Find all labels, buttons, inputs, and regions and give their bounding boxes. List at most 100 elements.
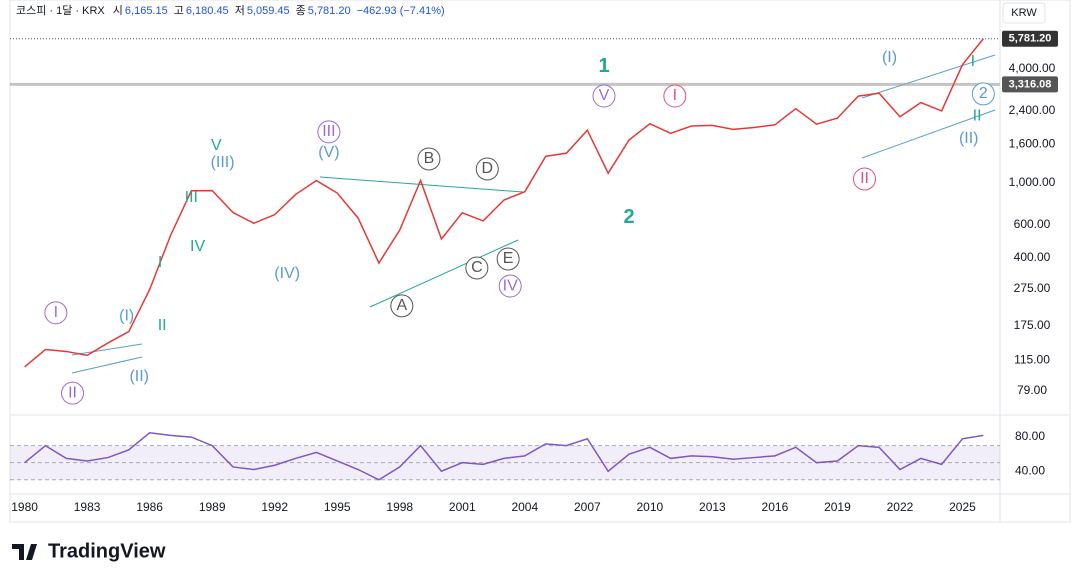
- wave-label: II: [973, 107, 982, 124]
- wave-label: III: [185, 189, 198, 206]
- x-tick-label: 2022: [887, 500, 914, 514]
- x-tick-label: 2004: [511, 500, 538, 514]
- y-tick-label: 1,000.00: [1009, 175, 1056, 189]
- wave-label: V: [599, 87, 610, 104]
- wave-circle: [496, 247, 520, 271]
- wave-label: IV: [503, 277, 518, 294]
- price-label-box: [1002, 76, 1058, 93]
- wave-label: 2: [623, 206, 634, 228]
- price-label: 5,781.20: [1009, 33, 1052, 45]
- header-text: 5,059.45: [247, 5, 290, 17]
- wave-label: (I): [882, 49, 897, 66]
- y-tick-label: 400.00: [1014, 250, 1051, 264]
- wave-circle: [390, 294, 414, 318]
- y-tick-label: 2,400.00: [1009, 103, 1056, 117]
- wave-circle: [663, 84, 687, 108]
- wave-circle: [317, 120, 341, 144]
- header-text: 6,165.15: [125, 5, 168, 17]
- wave-label: II: [68, 384, 77, 401]
- trendlines: [71, 54, 996, 374]
- header-text: 6,180.45: [186, 5, 229, 17]
- wave-label: I: [971, 53, 975, 70]
- wave-label: (II): [959, 130, 979, 147]
- x-tick-label: 2025: [949, 500, 976, 514]
- wave-circle: [853, 167, 877, 191]
- y-tick-label: 1,600.00: [1009, 136, 1056, 150]
- x-tick-label: 2019: [824, 500, 851, 514]
- x-tick-label: 2001: [449, 500, 476, 514]
- x-tick-label: 1983: [74, 500, 101, 514]
- trendline: [861, 109, 996, 159]
- wave-label: 1: [598, 55, 609, 77]
- x-tick-label: 1998: [386, 500, 413, 514]
- wave-label: I: [54, 304, 58, 321]
- wave-label: (I): [119, 307, 134, 324]
- wave-circle: [465, 256, 489, 280]
- header-text: 저: [235, 4, 245, 17]
- wave-label: B: [424, 150, 435, 167]
- wave-circle: [61, 381, 85, 405]
- wave-label: D: [482, 160, 494, 177]
- triangle-lines: [319, 176, 524, 308]
- currency: KRW: [1011, 7, 1037, 19]
- wave-circle: [592, 84, 616, 108]
- x-tick-label: 1992: [261, 500, 288, 514]
- legend-header: 코스피 · 1달 · KRX 시 6,165.15 고 6,180.45 저 5,059.4…: [16, 4, 445, 17]
- price-line-series: [24, 432, 984, 481]
- wave-label: (IV): [274, 265, 300, 282]
- header-text: −462.93 (−7.41%): [357, 5, 445, 17]
- header-text: 코스피 · 1달 · KRX: [16, 4, 105, 17]
- wave-label: II: [158, 317, 167, 334]
- x-tick-label: 2010: [637, 500, 664, 514]
- price-label: 3,316.08: [1009, 78, 1052, 90]
- wave-circle: [417, 147, 441, 171]
- wave-label: (V): [318, 144, 339, 161]
- currency-box: [1002, 2, 1046, 24]
- wave-circle: [498, 274, 522, 298]
- wave-circle: [475, 157, 499, 181]
- wave-label: E: [503, 250, 514, 267]
- header-text: 5,781.20: [308, 5, 351, 17]
- wave-circle: [971, 82, 995, 106]
- chart-frame: [9, 0, 1071, 523]
- trendline: [861, 54, 996, 99]
- x-tick-label: 1995: [324, 500, 351, 514]
- x-tick-label: 1989: [199, 500, 226, 514]
- x-tick-label: 2013: [699, 500, 726, 514]
- wave-label: 2: [979, 85, 988, 102]
- x-tick-label: 1980: [11, 500, 38, 514]
- y-tick-label: 275.00: [1014, 281, 1051, 295]
- header-text: 시: [113, 5, 123, 17]
- header-text: 고: [174, 5, 184, 17]
- brand-logo: [12, 544, 37, 560]
- wave-label: V: [211, 137, 222, 154]
- price-label-box: [1002, 30, 1058, 47]
- x-tick-label: 1986: [136, 500, 163, 514]
- trendline: [71, 343, 143, 356]
- wave-label: I: [158, 254, 162, 271]
- y-tick-label: 79.00: [1017, 383, 1047, 397]
- trendline: [71, 356, 143, 374]
- y-tick-label: 4,000.00: [1009, 61, 1056, 75]
- rsi-tick-label: 80.00: [1015, 429, 1045, 443]
- wave-label: II: [860, 170, 869, 187]
- rsi-tick-label: 40.00: [1015, 463, 1045, 477]
- y-tick-label: 175.00: [1014, 318, 1051, 332]
- x-tick-label: 2007: [574, 500, 601, 514]
- wave-label: IV: [190, 238, 205, 255]
- wave-circle: [44, 301, 68, 325]
- wave-label: C: [471, 259, 483, 276]
- wave-label: (III): [211, 154, 235, 171]
- wave-label: III: [322, 123, 335, 140]
- wave-label: (II): [129, 368, 149, 385]
- price-line-series: [24, 38, 984, 368]
- y-tick-label: 115.00: [1014, 352, 1050, 366]
- logo-icon: [12, 544, 37, 560]
- x-tick-label: 2016: [762, 500, 789, 514]
- brand: TradingView: [48, 540, 166, 562]
- trendline: [369, 239, 519, 308]
- wave-label: I: [673, 87, 677, 104]
- y-tick-label: 600.00: [1014, 217, 1051, 231]
- wave-label: A: [396, 297, 407, 314]
